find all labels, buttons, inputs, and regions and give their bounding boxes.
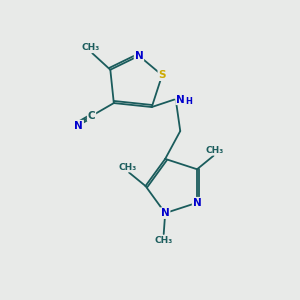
Text: N: N [74, 121, 83, 131]
Text: N: N [161, 208, 170, 218]
Text: C: C [88, 111, 95, 121]
Text: H: H [186, 97, 193, 106]
Text: CH₃: CH₃ [154, 236, 173, 244]
Text: N: N [135, 51, 143, 61]
Text: N: N [176, 94, 184, 105]
Text: S: S [158, 70, 166, 80]
Text: CH₃: CH₃ [206, 146, 224, 155]
Text: CH₃: CH₃ [82, 44, 100, 52]
Text: CH₃: CH₃ [118, 163, 136, 172]
Text: N: N [193, 198, 201, 208]
